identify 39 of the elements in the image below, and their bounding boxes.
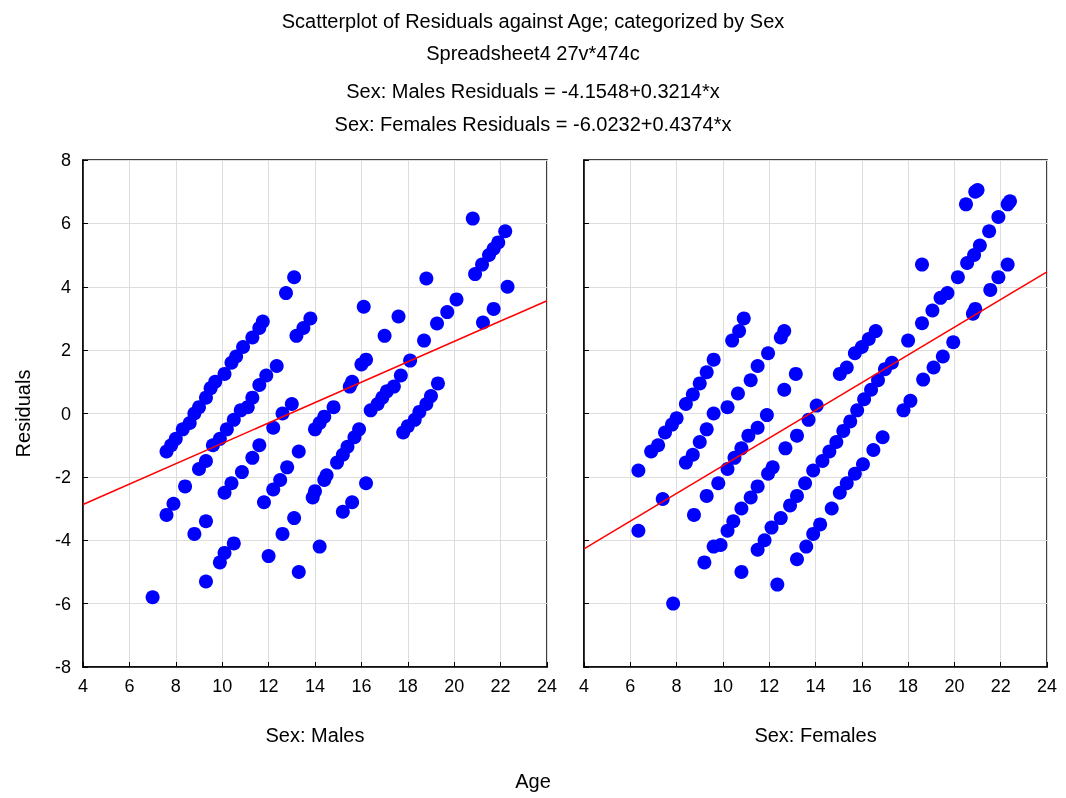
y-tick-label: 2	[60, 340, 71, 361]
x-tick-label: 12	[759, 676, 780, 696]
x-tick-label: 16	[851, 676, 872, 696]
x-tick-label: 14	[805, 676, 826, 696]
y-tick-label: 8	[60, 150, 71, 170]
x-tick-label: 4	[77, 676, 89, 696]
text: Sex: Males Residuals = -4.1548+0.3214*x	[345, 80, 721, 103]
x-tick-label: 14	[304, 676, 326, 696]
y-tick-label: -2	[54, 466, 71, 487]
chart-title: Scatterplot of Residuals against Age; categorized by Sex	[280, 10, 786, 33]
x-tick-label: 24	[536, 676, 557, 696]
x-tick-label: 22	[990, 676, 1011, 696]
x-tick-label: 16	[351, 676, 372, 696]
x-tick-label: 18	[898, 676, 919, 696]
y-tick-label: 4	[60, 276, 71, 297]
y-tick-label: -8	[54, 657, 71, 677]
chart-subtitle: Spreadsheet4 27v*474c	[425, 42, 641, 65]
x-tick-label: 8	[671, 676, 682, 696]
y-tick-label: 6	[60, 213, 71, 234]
x-tick-label: 10	[212, 676, 233, 696]
y-tick-label: -4	[54, 530, 71, 551]
x-tick-label: 18	[397, 676, 418, 696]
x-tick-label: 12	[258, 676, 279, 696]
x-tick-label: 8	[170, 676, 181, 696]
y-tick-label: 0	[60, 403, 71, 424]
x-tick-label: 10	[712, 676, 733, 696]
x-tick-label: 6	[625, 676, 636, 696]
y-tick-label: -6	[54, 593, 71, 614]
x-tick-label: 4	[578, 676, 590, 696]
x-axis-title: Sex: Males	[265, 724, 365, 746]
x-tick-label: 20	[444, 676, 465, 696]
y-axis-title: Residuals	[12, 369, 34, 458]
text: Sex: Females Residuals = -6.0232+0.4374*x	[333, 113, 733, 136]
text: Age	[514, 770, 552, 793]
x-tick-label: 24	[1036, 676, 1058, 696]
x-axis-title: Sex: Females	[754, 724, 877, 746]
x-tick-label: 20	[944, 676, 965, 696]
x-tick-label: 22	[490, 676, 511, 696]
x-tick-label: 6	[124, 676, 135, 696]
